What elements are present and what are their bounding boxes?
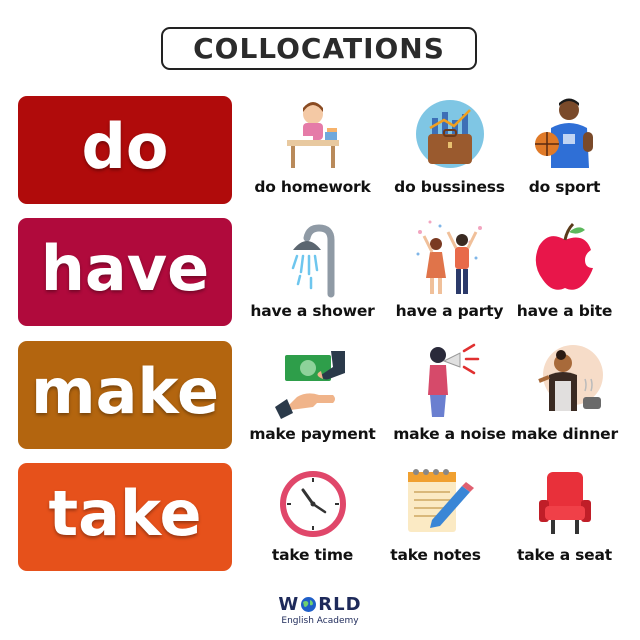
brand-logo: W RLD English Academy <box>270 594 370 632</box>
verb-label: do <box>81 110 169 183</box>
collocation-item: make payment <box>249 341 376 451</box>
logo-subtitle: English Academy <box>281 616 359 626</box>
verb-card-have: have <box>18 218 232 326</box>
verb-card-do: do <box>18 96 232 204</box>
collocation-label: take a seat <box>517 546 612 564</box>
collocation-label: make payment <box>249 425 376 443</box>
collocation-label: make a noise <box>393 425 506 443</box>
collocation-label: take time <box>271 546 354 564</box>
verb-card-make: make <box>18 341 232 449</box>
verb-label: have <box>40 232 210 305</box>
collocation-label: do sport <box>528 178 601 196</box>
cooking-woman-icon <box>524 341 606 421</box>
collocation-item: have a party <box>387 218 512 328</box>
collocation-label: have a bite <box>516 302 613 320</box>
logo-wordmark: W RLD <box>278 594 362 615</box>
basketball-player-icon <box>524 94 606 174</box>
collocation-label: have a party <box>395 302 504 320</box>
bitten-apple-icon <box>524 218 606 298</box>
collocation-item: do sport <box>502 94 627 204</box>
collocation-label: take notes <box>390 546 481 564</box>
collocation-item: make dinner <box>502 341 627 451</box>
notepad-pencil-icon <box>395 462 477 542</box>
collocation-item: have a shower <box>250 218 375 328</box>
collocation-item: do homework <box>250 94 375 204</box>
red-chair-icon <box>524 462 606 542</box>
collocation-label: do homework <box>254 178 371 196</box>
collocation-item: have a bite <box>502 218 627 328</box>
shower-icon <box>272 218 354 298</box>
verb-card-take: take <box>18 463 232 571</box>
page-title: COLLOCATIONS <box>161 27 477 70</box>
cash-payment-icon <box>272 341 354 421</box>
verb-label: make <box>30 355 220 428</box>
party-people-icon <box>409 218 491 298</box>
globe-icon <box>300 596 317 613</box>
collocation-item: take a seat <box>502 462 627 572</box>
verb-label: take <box>48 477 202 550</box>
collocation-label: make dinner <box>511 425 618 443</box>
collocation-item: take time <box>250 462 375 572</box>
collocation-item: take notes <box>373 462 498 572</box>
clock-icon <box>272 462 354 542</box>
collocation-item: do bussiness <box>387 94 512 204</box>
collocation-label: do bussiness <box>394 178 505 196</box>
collocation-label: have a shower <box>250 302 375 320</box>
megaphone-woman-icon <box>409 341 491 421</box>
student-desk-icon <box>272 94 354 174</box>
collocation-item: make a noise <box>387 341 512 451</box>
briefcase-chart-icon <box>409 94 491 174</box>
